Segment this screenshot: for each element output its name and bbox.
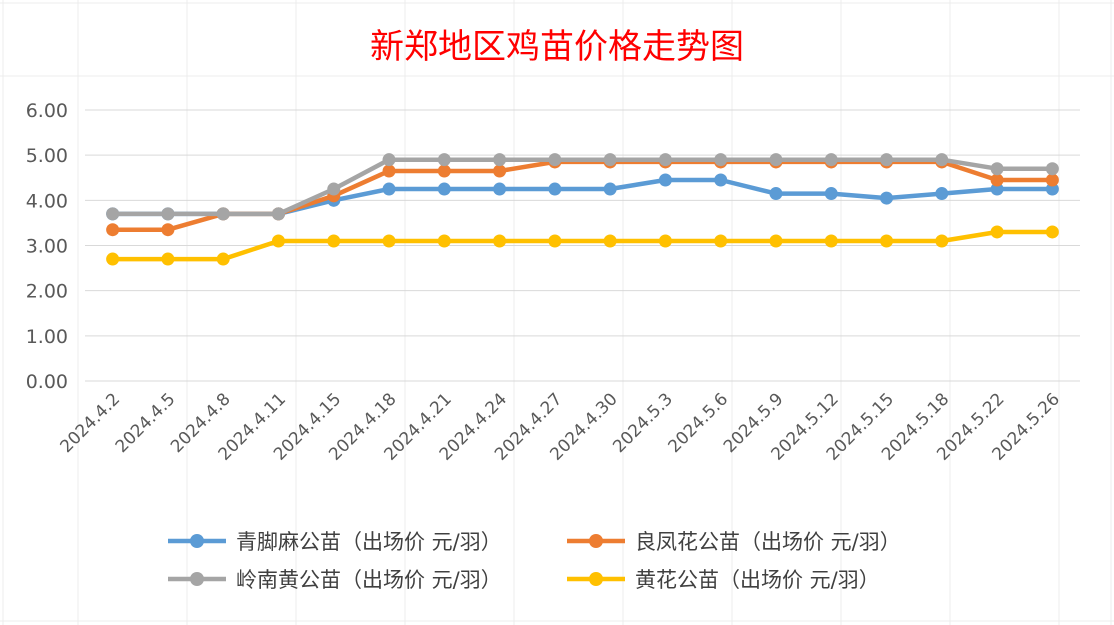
data-point[interactable] <box>990 173 1004 187</box>
series-4 <box>106 225 1059 266</box>
x-tick-label: 2024.4.5 <box>112 389 180 457</box>
legend-label: 岭南黄公苗（出场价 元/羽） <box>236 568 502 592</box>
data-point[interactable] <box>824 187 838 201</box>
y-tick-label: 4.00 <box>26 190 68 212</box>
legend-marker <box>589 534 603 548</box>
data-point[interactable] <box>1045 162 1059 176</box>
data-point[interactable] <box>714 234 728 248</box>
data-point[interactable] <box>382 153 396 167</box>
data-point[interactable] <box>327 182 341 196</box>
data-point[interactable] <box>271 234 285 248</box>
y-tick-label: 5.00 <box>26 145 68 167</box>
data-point[interactable] <box>493 182 507 196</box>
y-axis-ticks: 0.00 1.00 2.00 3.00 4.00 5.00 6.00 <box>26 100 68 393</box>
data-point[interactable] <box>990 182 1004 196</box>
data-point[interactable] <box>1045 173 1059 187</box>
chart-title: 新郑地区鸡苗价格走势图 <box>370 27 744 67</box>
legend-label: 青脚麻公苗（出场价 元/羽） <box>236 530 502 554</box>
data-point[interactable] <box>271 207 285 221</box>
data-point[interactable] <box>1045 225 1059 239</box>
data-point[interactable] <box>548 153 562 167</box>
data-point[interactable] <box>437 153 451 167</box>
gridlines <box>85 109 1080 382</box>
series-line <box>110 229 1055 262</box>
data-point[interactable] <box>161 207 175 221</box>
data-point[interactable] <box>880 153 894 167</box>
data-point[interactable] <box>935 153 949 167</box>
y-tick-label: 0.00 <box>26 371 68 393</box>
data-point[interactable] <box>824 234 838 248</box>
x-axis-ticks: 2024.4.22024.4.52024.4.82024.4.112024.4.… <box>57 389 1064 464</box>
series-lines <box>106 153 1059 266</box>
y-tick-label: 6.00 <box>26 100 68 122</box>
legend-label: 黄花公苗（出场价 元/羽） <box>635 568 880 592</box>
data-point[interactable] <box>437 234 451 248</box>
data-point[interactable] <box>658 173 672 187</box>
data-point[interactable] <box>106 207 120 221</box>
legend-item[interactable]: 良凤花公苗（出场价 元/羽） <box>567 530 901 554</box>
data-point[interactable] <box>824 153 838 167</box>
data-point[interactable] <box>769 187 783 201</box>
data-point[interactable] <box>880 234 894 248</box>
data-point[interactable] <box>935 234 949 248</box>
data-point[interactable] <box>658 153 672 167</box>
data-point[interactable] <box>493 164 507 178</box>
data-point[interactable] <box>382 164 396 178</box>
y-tick-label: 3.00 <box>26 236 68 258</box>
legend-label: 良凤花公苗（出场价 元/羽） <box>635 530 901 554</box>
data-point[interactable] <box>603 182 617 196</box>
data-point[interactable] <box>382 182 396 196</box>
data-point[interactable] <box>437 182 451 196</box>
data-point[interactable] <box>880 191 894 205</box>
data-point[interactable] <box>493 153 507 167</box>
legend: 青脚麻公苗（出场价 元/羽） 良凤花公苗（出场价 元/羽） 岭南黄公苗（出场价 元/… <box>168 530 901 592</box>
legend-marker <box>190 572 204 586</box>
data-point[interactable] <box>769 234 783 248</box>
series-line <box>110 157 1055 217</box>
data-point[interactable] <box>714 173 728 187</box>
data-point[interactable] <box>437 164 451 178</box>
data-point[interactable] <box>493 234 507 248</box>
legend-marker <box>190 534 204 548</box>
y-tick-label: 1.00 <box>26 326 68 348</box>
data-point[interactable] <box>990 225 1004 239</box>
data-point[interactable] <box>603 234 617 248</box>
data-point[interactable] <box>769 153 783 167</box>
data-point[interactable] <box>161 223 175 237</box>
data-point[interactable] <box>548 182 562 196</box>
data-point[interactable] <box>658 234 672 248</box>
legend-marker <box>589 572 603 586</box>
data-point[interactable] <box>603 153 617 167</box>
data-point[interactable] <box>990 162 1004 176</box>
y-tick-label: 2.00 <box>26 281 68 303</box>
data-point[interactable] <box>1045 182 1059 196</box>
series-line <box>110 177 1055 217</box>
data-point[interactable] <box>327 234 341 248</box>
data-point[interactable] <box>548 234 562 248</box>
x-tick-label: 2024.5.3 <box>609 389 677 457</box>
data-point[interactable] <box>714 153 728 167</box>
data-point[interactable] <box>216 207 230 221</box>
series-3 <box>106 153 1059 221</box>
legend-item[interactable]: 岭南黄公苗（出场价 元/羽） <box>168 568 502 592</box>
data-point[interactable] <box>935 187 949 201</box>
data-point[interactable] <box>216 252 230 266</box>
x-tick-label: 2024.5.6 <box>665 389 733 457</box>
legend-item[interactable]: 青脚麻公苗（出场价 元/羽） <box>168 530 502 554</box>
data-point[interactable] <box>382 234 396 248</box>
legend-item[interactable]: 黄花公苗（出场价 元/羽） <box>567 568 880 592</box>
x-tick-label: 2024.4.2 <box>57 389 125 457</box>
data-point[interactable] <box>106 252 120 266</box>
data-point[interactable] <box>161 252 175 266</box>
data-point[interactable] <box>106 223 120 237</box>
